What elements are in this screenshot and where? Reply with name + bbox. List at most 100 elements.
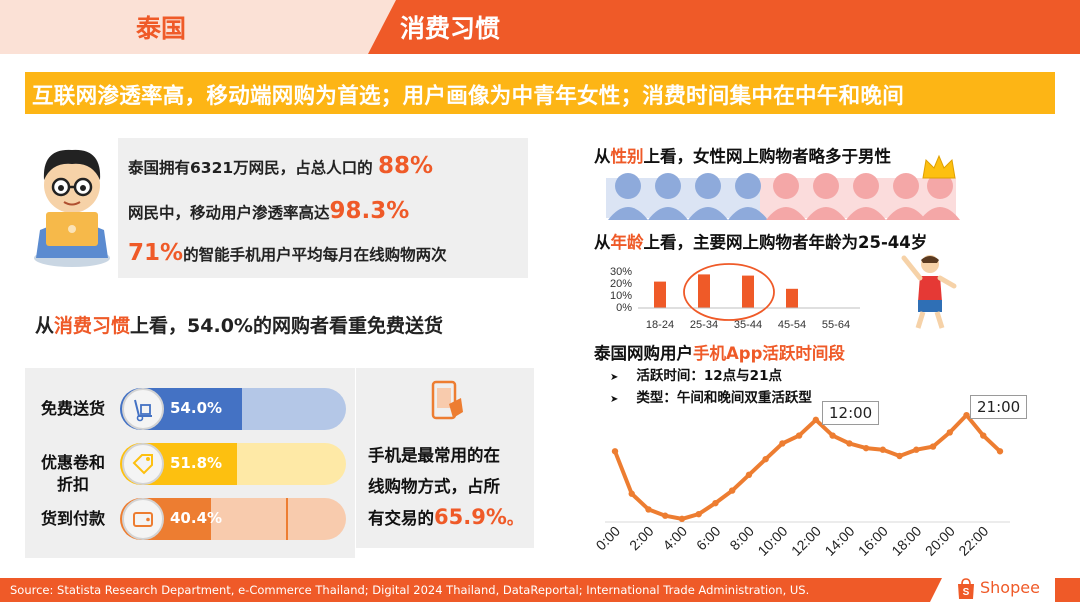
- hourly-point: [762, 455, 769, 463]
- age-category-label: 35-44: [734, 319, 762, 331]
- app-activity-bullet-1-text: 活跃时间：12点与21点: [636, 368, 782, 384]
- age-bar: [786, 288, 798, 308]
- hourly-point: [929, 443, 937, 450]
- habit-value-discounts: 51.8%: [170, 454, 223, 472]
- habit-value-cash-on-delivery: 40.4%: [170, 509, 223, 527]
- stat-smartphone-shopping-text: 的智能手机用户平均每月在线购物两次: [183, 246, 447, 264]
- age-title: 从年龄上看，主要网上购物者年龄为25-44岁: [594, 229, 927, 253]
- mobile-share-line3-suffix: 。: [506, 509, 524, 528]
- habit-label-discounts: 优惠卷和 折扣: [32, 452, 114, 496]
- mobile-share-value: 65.9%: [434, 505, 507, 529]
- app-activity-title-prefix: 泰国网购用户: [594, 344, 693, 363]
- callout-noon: 12:00: [822, 401, 880, 425]
- header-country: 泰国: [136, 14, 187, 43]
- hourly-activity-chart: 0:00 2:00 4:00 6:00 8:0010:0012:0014:0016:00…: [593, 411, 1010, 559]
- stat-internet-users-text: 泰国拥有6321万网民，占总人口的: [128, 159, 379, 177]
- habit-label-discounts-line1: 优惠卷和: [40, 453, 105, 472]
- age-category-label: 25-34: [690, 319, 718, 331]
- gender-people-icons: [608, 173, 960, 220]
- user-avatar-icon: [34, 149, 110, 267]
- mobile-share-line3-prefix: 有交易的: [368, 509, 434, 528]
- stat-mobile-penetration-text: 网民中，移动用户渗透率高达: [128, 204, 330, 222]
- hour-tick-label: 0:00: [593, 523, 624, 554]
- hour-tick-label: 14:00: [821, 523, 857, 559]
- hour-tick-label: 10:00: [754, 523, 790, 559]
- hour-tick-label: 22:00: [955, 523, 991, 559]
- age-category-label: 55-64: [822, 319, 850, 331]
- habit-label-free-shipping: 免费送货: [40, 399, 105, 418]
- source-footer: [0, 578, 1080, 602]
- hourly-point: [695, 510, 702, 518]
- hourly-point: [779, 440, 786, 447]
- age-bar: [654, 281, 666, 308]
- hourly-point: [712, 499, 719, 507]
- header-section-title: 消费习惯: [400, 14, 501, 43]
- app-activity-title: 泰国网购用户手机App活跃时间段: [594, 340, 845, 364]
- hour-tick-label: 12:00: [788, 523, 824, 559]
- age-y-tick: 30%: [610, 266, 632, 278]
- age-bar: [742, 275, 754, 308]
- header-right-band: [368, 0, 1080, 54]
- hour-tick-label: 18:00: [888, 523, 924, 559]
- habits-title-highlight: 消费习惯: [54, 315, 131, 337]
- hourly-point: [829, 432, 836, 439]
- stat-mobile-penetration: 网民中，移动用户渗透率高达98.3%: [128, 198, 409, 224]
- summary-banner: [25, 72, 1055, 114]
- hourly-point: [611, 448, 619, 455]
- age-title-suffix: 上看，主要网上购物者年龄为25-44岁: [643, 233, 928, 252]
- hourly-activity-line: [613, 413, 1002, 521]
- hour-tick-label: 2:00: [626, 523, 657, 554]
- app-activity-title-highlight: 手机App活跃时间段: [693, 344, 845, 363]
- habit-bar-divider: [286, 498, 288, 540]
- age-bar: [698, 274, 710, 308]
- source-text: Source: Statista Research Department, e-…: [10, 583, 810, 597]
- app-activity-bullet-1: ➤ 活跃时间：12点与21点: [610, 364, 782, 384]
- habits-title-prefix: 从: [35, 315, 55, 337]
- age-y-tick: 10%: [610, 290, 632, 302]
- hour-tick-label: 6:00: [693, 523, 724, 554]
- hourly-point: [745, 471, 753, 479]
- app-activity-bullet-2: ➤ 类型：午间和晚间双重活跃型: [610, 386, 812, 406]
- age-y-tick: 0%: [616, 302, 632, 314]
- bullet-arrow-icon: ➤: [610, 372, 619, 383]
- header-left-band: [0, 0, 440, 54]
- hourly-point: [913, 446, 920, 453]
- hourly-point: [812, 416, 820, 424]
- hour-tick-label: 16:00: [855, 523, 891, 559]
- discount-tag-icon: [122, 443, 164, 485]
- hour-tick-label: 4:00: [659, 523, 690, 554]
- stat-mobile-penetration-value: 98.3%: [329, 198, 410, 224]
- habit-label-cash-on-delivery: 货到付款: [40, 509, 105, 528]
- hourly-point: [862, 444, 870, 452]
- hourly-point: [896, 452, 903, 460]
- shopee-bag-icon: S: [958, 578, 974, 599]
- shopee-logo-text: Shopee: [980, 578, 1040, 597]
- hourly-point: [678, 515, 686, 523]
- stat-smartphone-shopping-value: 71%: [128, 240, 184, 266]
- hand-truck-icon: [122, 388, 164, 430]
- gender-title: 从性别上看，女性网上购物者略多于男性: [594, 143, 891, 167]
- summary-banner-text: 互联网渗透率高，移动端网购为首选；用户画像为中青年女性；消费时间集中在中午和晚间: [32, 84, 905, 109]
- hourly-point: [946, 429, 953, 436]
- gender-title-suffix: 上看，女性网上购物者略多于男性: [643, 147, 892, 166]
- age-title-highlight: 年龄: [610, 233, 644, 252]
- hourly-point: [963, 411, 970, 419]
- stats-box: [118, 138, 528, 278]
- shopee-logo-box: [930, 574, 1055, 602]
- age-y-tick: 20%: [610, 278, 632, 290]
- mobile-share-line3: 有交易的65.9%。: [368, 502, 528, 534]
- gender-title-highlight: 性别: [610, 147, 644, 166]
- mobile-share-line1: 手机是最常用的在: [368, 446, 500, 465]
- mobile-share-text: 手机是最常用的在 线购物方式，占所 有交易的65.9%。: [368, 440, 528, 534]
- habit-value-free-shipping: 54.0%: [170, 399, 223, 417]
- hourly-point: [980, 432, 987, 439]
- stat-internet-users-value: 88%: [378, 153, 434, 179]
- habits-title-suffix: 上看，54.0%的网购者看重免费送货: [130, 315, 443, 337]
- hourly-point: [728, 487, 736, 494]
- bullet-arrow-icon: ➤: [610, 394, 619, 405]
- dancing-kid-icon: [901, 255, 957, 329]
- svg-text:S: S: [963, 587, 970, 598]
- phone-shopping-icon: [431, 380, 463, 420]
- stat-internet-users: 泰国拥有6321万网民，占总人口的 88%: [128, 153, 433, 179]
- hourly-point: [996, 448, 1004, 455]
